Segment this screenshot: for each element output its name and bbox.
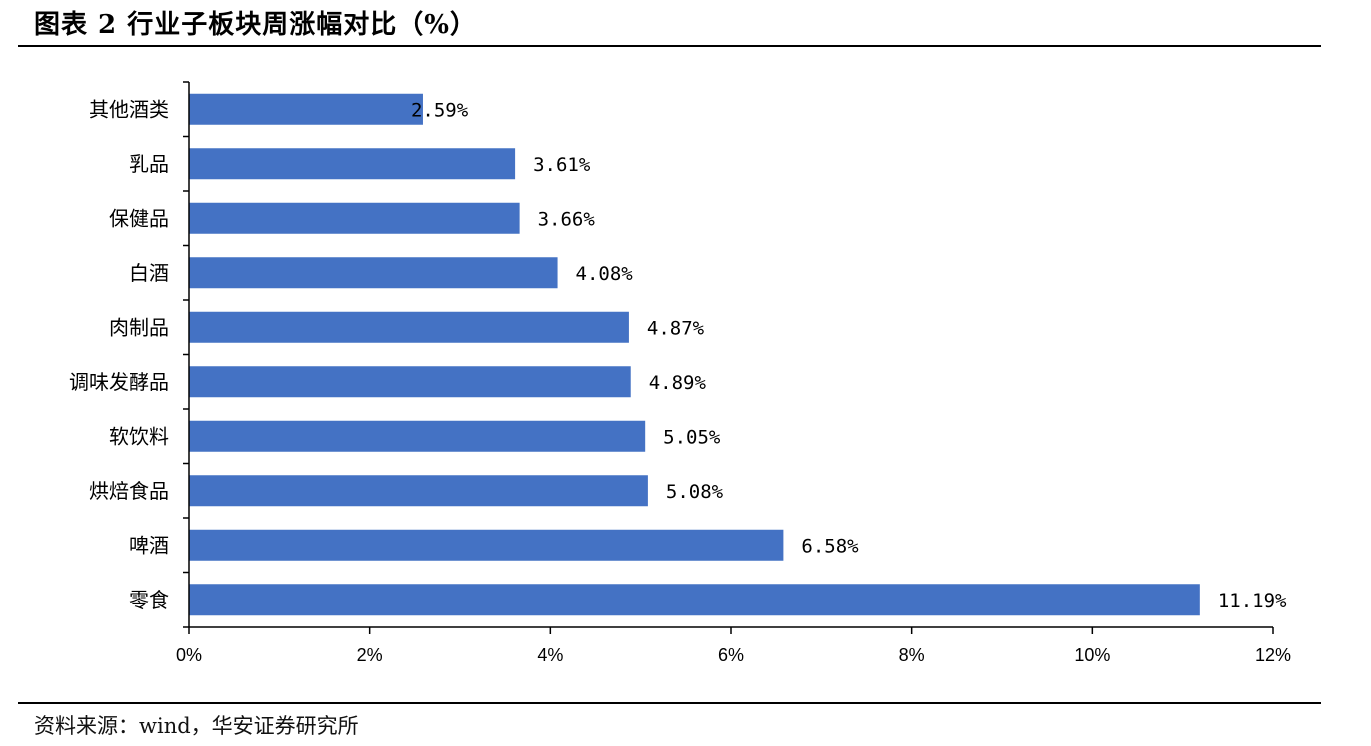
category-label: 保健品 [109,206,169,230]
bar-9 [189,584,1200,616]
value-label: 6.58% [801,535,859,557]
bar-7 [189,475,648,507]
bar-3 [189,257,558,289]
category-label: 软饮料 [109,424,169,448]
x-tick-label: 4% [537,645,563,665]
top-rule [18,45,1321,47]
category-label: 啤酒 [129,533,169,557]
value-label: 3.61% [533,154,591,176]
bar-5 [189,366,631,398]
x-tick-label: 10% [1074,645,1110,665]
category-label: 烘焙食品 [89,479,169,503]
x-tick-label: 0% [176,645,202,665]
bar-6 [189,420,646,452]
category-label: 肉制品 [109,315,169,339]
x-tick-label: 2% [357,645,383,665]
bar-chart: 其他酒类 2.59% 乳品 3.61% 保健品 3.66% 白酒 4.08% 肉制品 4.87% 调… [69,81,1291,665]
category-label: 其他酒类 [89,97,169,121]
bar-8 [189,529,784,561]
category-label: 白酒 [129,261,169,285]
value-label: 5.05% [663,426,721,448]
category-label: 乳品 [129,152,169,176]
value-label: 3.66% [538,208,596,230]
value-label: 2.59% [411,99,469,121]
bar-4 [189,311,629,343]
x-tick-label: 12% [1255,645,1291,665]
axis-layer [183,81,1274,634]
bar-0 [189,93,423,125]
bar-1 [189,148,516,180]
x-tick-label: 8% [899,645,925,665]
source-note: 资料来源：wind，华安证券研究所 [34,714,359,738]
category-label: 零食 [129,588,169,612]
value-label: 4.89% [649,372,707,394]
value-label: 4.08% [576,263,634,285]
value-label: 4.87% [647,317,705,339]
bottom-rule [18,702,1321,704]
value-label: 5.08% [666,481,724,503]
x-tick-label: 6% [718,645,744,665]
labels-layer: 其他酒类 2.59% 乳品 3.61% 保健品 3.66% 白酒 4.08% 肉制品 4.87% 调… [69,97,1291,665]
value-label: 11.19% [1218,590,1287,612]
bars-layer [189,93,1200,616]
chart-title: 图表 2 行业子板块周涨幅对比（%） [34,10,477,40]
bar-2 [189,202,520,234]
category-label: 调味发酵品 [69,370,169,394]
